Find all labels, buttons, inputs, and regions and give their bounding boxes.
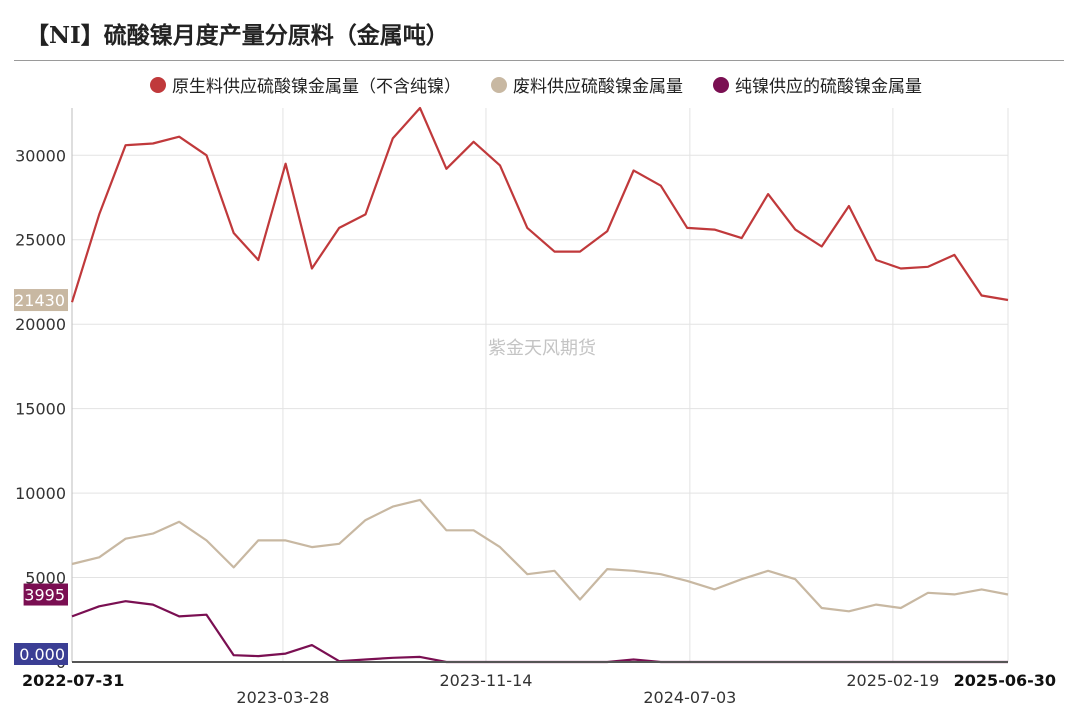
series-line-2: [71, 600, 1008, 664]
end-label-badge-0: [14, 289, 68, 312]
legend-label-primary: 原生料供应硫酸镍金属量（不含纯镍）: [172, 77, 461, 97]
series-line-0: [70, 106, 1009, 303]
x-tick-label: 2022-07-31: [22, 671, 124, 690]
end-label-text-0: 21430: [14, 291, 65, 310]
end-label-badge-1: [23, 583, 69, 606]
x-tick-label: 2025-02-19: [846, 671, 939, 690]
y-tick-label: 25000: [15, 231, 66, 250]
x-tick-label: 2023-03-28: [236, 688, 329, 707]
end-label-text-1: 3995: [24, 586, 65, 605]
legend-item-scrap[interactable]: 废料供应硫酸镍金属量: [491, 72, 683, 97]
legend-marker-pure-nickel: [713, 76, 729, 93]
chart-title: 【NI】硫酸镍月度产量分原料（金属吨）: [26, 22, 449, 49]
legend-item-pure-nickel[interactable]: 纯镍供应的硫酸镍金属量: [713, 72, 922, 97]
legend-marker-scrap: [491, 76, 507, 93]
y-tick-label: 20000: [15, 315, 66, 334]
y-tick-label: 10000: [15, 484, 66, 503]
y-tick-label: 30000: [15, 146, 66, 165]
legend: 原生料供应硫酸镍金属量（不含纯镍） 废料供应硫酸镍金属量 纯镍供应的硫酸镍金属量: [150, 72, 922, 97]
x-tick-label: 2023-11-14: [439, 671, 532, 690]
y-tick-label: 5000: [25, 569, 66, 588]
title-divider: [14, 60, 1064, 61]
x-tick-label: 2025-06-30: [954, 671, 1056, 690]
legend-marker-primary: [150, 76, 166, 93]
end-label-text-2: 0.000: [19, 645, 65, 664]
watermark: 紫金天风期货: [488, 338, 596, 359]
legend-label-pure-nickel: 纯镍供应的硫酸镍金属量: [735, 77, 922, 97]
x-tick-label: 2024-07-03: [643, 688, 736, 707]
legend-item-primary[interactable]: 原生料供应硫酸镍金属量（不含纯镍）: [150, 72, 461, 97]
legend-label-scrap: 废料供应硫酸镍金属量: [513, 77, 683, 97]
end-label-badge-2: [14, 643, 68, 665]
series-line-1: [71, 498, 1009, 613]
y-tick-label: 15000: [15, 400, 66, 419]
